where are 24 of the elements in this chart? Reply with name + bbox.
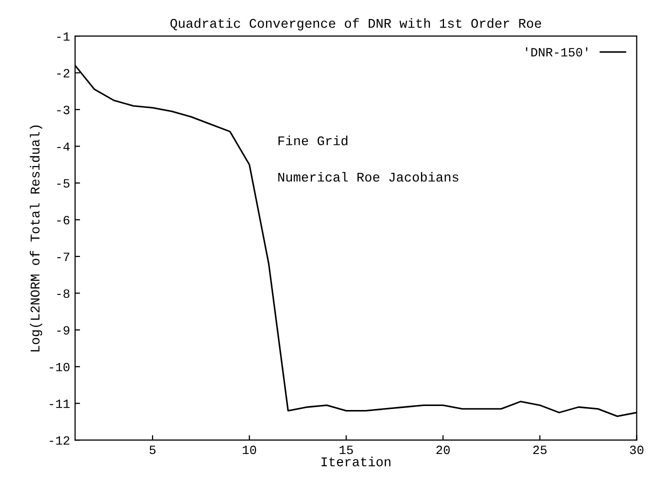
y-tick-label: -10 bbox=[50, 362, 70, 372]
y-tick-label: -2 bbox=[57, 68, 70, 78]
x-tick-label: 20 bbox=[436, 446, 450, 454]
y-tick-label: -5 bbox=[57, 179, 70, 188]
y-tick-label: -12 bbox=[50, 436, 70, 445]
y-tick-label: -4 bbox=[57, 142, 70, 151]
x-tick-label: 10 bbox=[242, 446, 256, 454]
y-tick-label: -11 bbox=[50, 400, 70, 408]
y-axis-title: Log(L2NORM of Total Residual) bbox=[30, 126, 42, 352]
x-tick-label: 30 bbox=[630, 446, 644, 454]
y-tick-label: -8 bbox=[57, 289, 70, 298]
y-tick-label: -3 bbox=[57, 106, 70, 114]
y-tick-label: -1 bbox=[57, 32, 70, 41]
x-axis-title: Iteration bbox=[322, 456, 390, 466]
x-tick-label: 5 bbox=[150, 446, 156, 454]
y-tick-label: -7 bbox=[57, 252, 70, 261]
annotation: Numerical Roe Jacobians bbox=[278, 172, 458, 182]
x-tick-label: 15 bbox=[340, 446, 353, 454]
y-tick-label: -6 bbox=[57, 216, 70, 224]
y-tick-label: -9 bbox=[57, 326, 70, 335]
annotation: Fine Grid bbox=[278, 136, 348, 146]
x-tick-label: 25 bbox=[533, 446, 547, 454]
chart-title: Quadratic Convergence of DNR with 1st Order Roe bbox=[170, 18, 542, 30]
legend-label: 'DNR-150' bbox=[526, 47, 588, 57]
